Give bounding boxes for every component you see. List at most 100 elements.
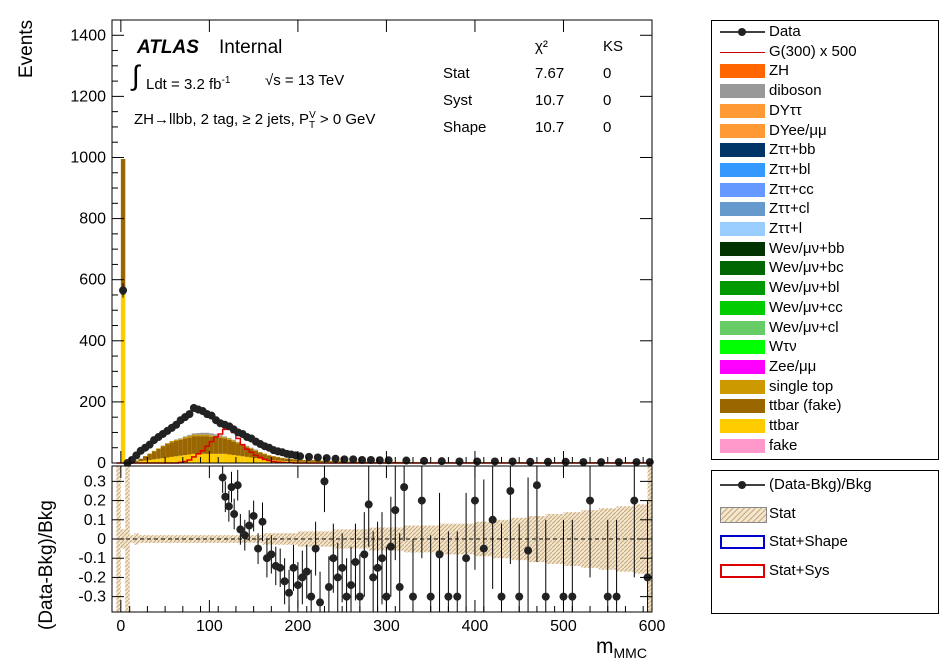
legend-swatch [720, 359, 765, 374]
ratio-point [351, 558, 360, 567]
ratio-point [586, 496, 595, 505]
legend-label: Zττ+cc [769, 180, 814, 198]
stack-bar-single-top [187, 435, 192, 438]
energy-text: √s = 13 TeV [265, 72, 345, 89]
ratio-point [285, 588, 294, 597]
ratio-axes: -0.3-0.2-0.100.10.20.30 100 200 300 400 500 60… [78, 457, 665, 635]
ratio-point [524, 546, 533, 555]
stack-bar-ttbar-fake- [324, 461, 334, 463]
ratio-point [236, 525, 245, 534]
legend-swatch [720, 419, 765, 433]
stack-bar-single-top [222, 437, 228, 439]
legend-label: Weν/μν+bl [769, 279, 840, 297]
legend-swatch [720, 182, 765, 197]
stack-bar-single-top [160, 445, 166, 447]
stack-bar-ttbar [165, 457, 170, 463]
legend-label: ttbar [769, 417, 800, 434]
stats-row-chi2: 10.7 [535, 92, 565, 109]
ratio-point [233, 481, 242, 490]
main-frame-bg [112, 20, 652, 463]
legend-entry: single top [712, 377, 938, 397]
ratio-point [364, 500, 373, 509]
stack-bar-single-top [191, 434, 197, 437]
ratio-point [360, 550, 369, 559]
stack-bar-single-top [204, 434, 210, 437]
stack-bar-ttbar-fake- [258, 452, 263, 459]
stats-row-ks: 0 [603, 92, 612, 109]
legend-label: fake [769, 436, 798, 454]
data-point [366, 455, 375, 464]
ratio-point [426, 592, 435, 601]
stack-bar-ttbar-fake- [262, 454, 267, 460]
legend-swatch [720, 281, 765, 296]
ratio-y-tick-label: 0 [97, 531, 106, 548]
legend-swatch [720, 399, 765, 414]
stack-bar-single-top [178, 438, 183, 440]
stack-bar-single-top [271, 455, 276, 457]
ratio-y-tick-label: -0.2 [78, 569, 106, 586]
legend-swatch [720, 103, 765, 118]
ratio-y-tick-label: -0.1 [78, 550, 106, 567]
stack-bar-ttbar [196, 453, 201, 463]
stack-bar-ttbar-fake- [134, 460, 139, 462]
data-point [455, 457, 464, 466]
x-tick-label: 100 [196, 618, 223, 635]
legend-label: diboson [769, 82, 822, 100]
legend-entry: ttbar (fake) [712, 396, 938, 416]
ratio-point [267, 550, 276, 559]
legend-label: Wτν [769, 338, 797, 356]
ratio-point [603, 592, 612, 601]
stack-bar-diboson [204, 432, 210, 435]
legend-label: ZH [769, 62, 789, 80]
legend-swatch [720, 478, 765, 492]
y-axis-title-main: Events [16, 19, 37, 78]
stack-bar-ttbar-fake- [182, 438, 188, 456]
legend-entry: Weν/μν+cl [712, 318, 938, 338]
ratio-point [258, 517, 267, 526]
legend-label: Stat+Sys [769, 561, 830, 579]
legend-entry: Stat [712, 504, 938, 524]
stack-bar-ttbar-fake- [156, 448, 161, 459]
stats-col-chi2: χ² [535, 38, 548, 55]
ratio-point [221, 492, 230, 501]
data-point [349, 455, 358, 464]
ratio-point [453, 592, 462, 601]
data-point [437, 457, 446, 466]
x-tick-label: 600 [639, 618, 666, 635]
legend-label: Data [769, 23, 801, 40]
ratio-point [515, 592, 524, 601]
stack-bar-ttbar-fake- [222, 438, 228, 454]
ratio-point [311, 544, 320, 553]
legend-entry: diboson [712, 81, 938, 101]
legend-swatch [720, 143, 765, 158]
ratio-point [254, 544, 263, 553]
legend-entry: Stat+Sys [712, 561, 938, 581]
stack-bar-ttbar [138, 461, 143, 463]
legend-entry: Zττ+bl [712, 160, 938, 180]
y-tick-label: 600 [79, 272, 106, 289]
data-point [296, 452, 305, 461]
legend-label: DYee/μμ [769, 121, 827, 139]
stack-bar-ttbar [169, 456, 174, 463]
data-point [322, 454, 331, 463]
stack-bar-ttbar-fake- [218, 437, 223, 454]
ratio-point [307, 592, 316, 601]
data-point [340, 455, 349, 464]
legend-entry: ZH [712, 61, 938, 81]
ratio-point [369, 573, 378, 582]
data-point [313, 453, 322, 462]
ratio-point [382, 592, 391, 601]
data-point [632, 458, 641, 467]
stack-bar-ttbar-fake- [289, 459, 294, 462]
legend-swatch [720, 241, 765, 256]
stack-bar-single-top [196, 434, 201, 437]
stack-bar-ttbar-fake- [306, 460, 316, 462]
legend-entry: DYττ [712, 101, 938, 121]
stack-bar-ttbar-fake- [271, 456, 276, 461]
stack-bar-single-top [280, 457, 285, 459]
stack-bar-diboson [209, 433, 214, 436]
stack-bar-ttbar-fake- [142, 456, 148, 461]
legend-label: ttbar (fake) [769, 397, 842, 415]
ratio-point [378, 554, 386, 563]
stack-bar-diboson [222, 436, 228, 438]
